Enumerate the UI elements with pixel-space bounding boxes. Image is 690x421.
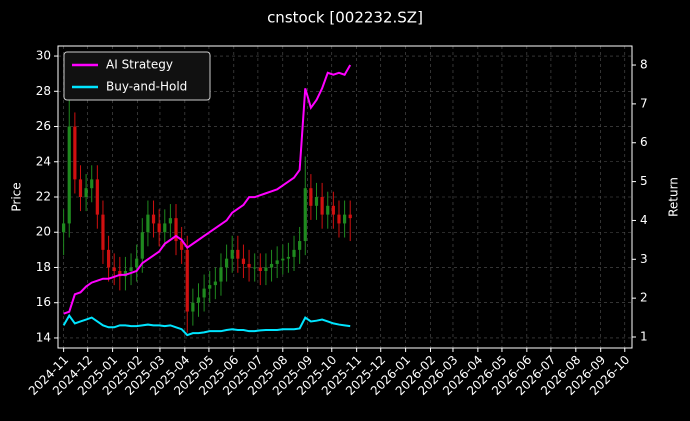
candle-body bbox=[129, 267, 133, 272]
candle-body bbox=[264, 267, 268, 272]
y-tick-label: 24 bbox=[36, 154, 51, 168]
y2-tick-label: 1 bbox=[640, 330, 648, 344]
y-axis-label: Price bbox=[10, 182, 24, 211]
candle-body bbox=[253, 267, 257, 269]
chart-title: cnstock [002232.SZ] bbox=[267, 9, 423, 27]
candle-body bbox=[281, 258, 285, 261]
candle-body bbox=[78, 179, 83, 197]
candle-body bbox=[331, 205, 335, 215]
candle-body bbox=[303, 188, 307, 242]
candle-body bbox=[241, 258, 246, 264]
candle-body bbox=[202, 288, 206, 298]
candle-body bbox=[348, 214, 352, 219]
candle-body bbox=[146, 214, 150, 233]
candle-body bbox=[123, 271, 128, 277]
y2-tick-label: 7 bbox=[640, 96, 648, 110]
candle-body bbox=[90, 179, 94, 189]
candle-body bbox=[168, 218, 172, 224]
candle-body bbox=[219, 267, 223, 282]
y-tick-label: 20 bbox=[36, 225, 51, 239]
candle-body bbox=[286, 256, 291, 259]
candle-body bbox=[174, 218, 178, 242]
y2-tick-label: 3 bbox=[640, 252, 648, 266]
candle-body bbox=[337, 214, 341, 224]
candle-body bbox=[208, 285, 212, 289]
candle-body bbox=[67, 126, 71, 224]
candle-body bbox=[309, 188, 313, 206]
candle-body bbox=[157, 223, 161, 233]
candle-body bbox=[140, 232, 144, 259]
candle-body bbox=[224, 258, 229, 268]
candle-body bbox=[320, 197, 324, 215]
y2-tick-label: 2 bbox=[640, 291, 648, 305]
candle-body bbox=[326, 205, 330, 215]
y2-tick-label: 6 bbox=[640, 135, 648, 149]
candle-body bbox=[84, 188, 88, 197]
y-tick-label: 16 bbox=[36, 295, 51, 309]
y2-tick-label: 8 bbox=[640, 58, 648, 72]
legend-box bbox=[63, 51, 211, 101]
candle-body bbox=[292, 249, 296, 257]
candle-body bbox=[298, 241, 302, 250]
legend-label: AI Strategy bbox=[106, 58, 173, 72]
candle-body bbox=[112, 267, 116, 272]
plot-frame bbox=[57, 45, 633, 349]
candle-body bbox=[342, 214, 347, 224]
candle-body bbox=[106, 249, 111, 268]
y-tick-label: 14 bbox=[36, 330, 51, 344]
y-tick-label: 22 bbox=[36, 190, 51, 204]
candle-body bbox=[73, 126, 77, 180]
candle-body bbox=[314, 197, 319, 206]
y2-tick-label: 4 bbox=[640, 213, 648, 227]
candle-body bbox=[236, 249, 240, 259]
y2-axis-label: Return bbox=[667, 177, 681, 217]
candle-body bbox=[196, 297, 201, 303]
candle-body bbox=[191, 302, 195, 312]
candle-body bbox=[247, 263, 251, 268]
candle-body bbox=[118, 271, 122, 277]
y-tick-label: 18 bbox=[36, 260, 51, 274]
candle-body bbox=[151, 214, 156, 224]
candle-body bbox=[269, 263, 274, 268]
y-tick-label: 26 bbox=[36, 119, 51, 133]
candle-body bbox=[258, 267, 262, 272]
return-line bbox=[63, 64, 352, 315]
candle-body bbox=[135, 258, 139, 268]
y-tick-label: 30 bbox=[36, 49, 51, 63]
candle-body bbox=[185, 249, 189, 312]
y2-tick-label: 5 bbox=[640, 174, 648, 188]
candle-body bbox=[230, 249, 234, 259]
y-tick-label: 28 bbox=[36, 84, 51, 98]
legend-label: Buy-and-Hold bbox=[106, 80, 187, 94]
candle-body bbox=[62, 223, 66, 233]
candle-body bbox=[213, 281, 217, 286]
return-line bbox=[62, 313, 351, 337]
candle-body bbox=[180, 241, 184, 250]
candle-body bbox=[101, 214, 105, 250]
candle-body bbox=[163, 223, 167, 233]
candle-body bbox=[95, 179, 99, 215]
candle-body bbox=[275, 260, 279, 264]
